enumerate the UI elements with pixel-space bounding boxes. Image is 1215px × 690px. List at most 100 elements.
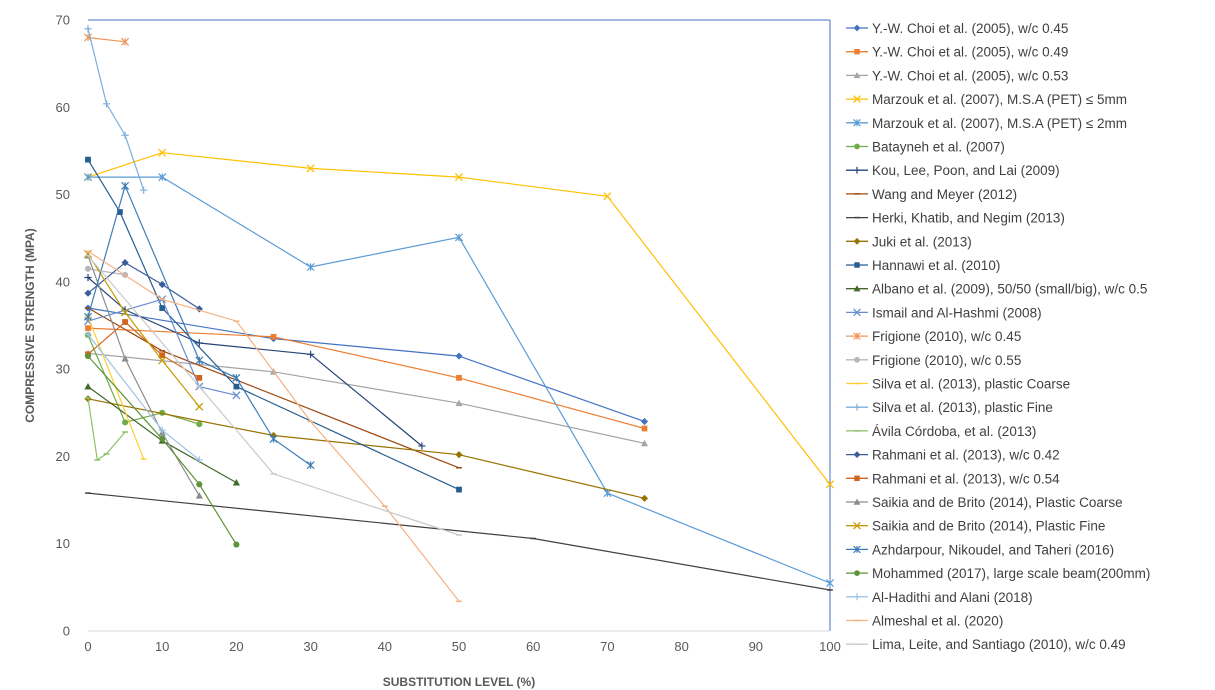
series-line-10: [87, 398, 645, 499]
data-point: [158, 356, 167, 365]
x-tick-label: 30: [303, 639, 317, 654]
legend-item: Marzouk et al. (2007), M.S.A (PET) ≤ 2mm: [846, 116, 1127, 131]
series-23: [83, 181, 315, 470]
data-point: [306, 461, 315, 470]
data-point: [121, 37, 130, 46]
data-point: [84, 352, 92, 360]
data-point: [641, 425, 648, 432]
series-8: [85, 307, 462, 469]
legend-label: Rahmani et al. (2013), w/c 0.54: [872, 471, 1060, 486]
legend-item: Rahmani et al. (2013), w/c 0.42: [846, 448, 1060, 463]
data-point: [140, 186, 148, 194]
legend-label: Kou, Lee, Poon, and Lai (2009): [872, 163, 1060, 178]
data-point: [195, 402, 204, 411]
y-tick-label: 30: [56, 362, 70, 377]
series-24: [84, 352, 240, 548]
x-tick-label: 100: [819, 639, 841, 654]
data-point: [122, 319, 128, 325]
legend: Y.-W. Choi et al. (2005), w/c 0.45 Y.-W. …: [846, 21, 1150, 652]
series-line-24: [87, 355, 237, 545]
series-line-8: [87, 307, 460, 469]
data-point: [232, 373, 241, 382]
data-point: [121, 259, 129, 267]
data-point: [455, 352, 463, 360]
legend-label: Ismail and Al-Hashmi (2008): [872, 305, 1042, 320]
data-point: [454, 173, 464, 182]
data-point: [196, 481, 203, 488]
legend-label: Frigione (2010), w/c 0.45: [872, 329, 1021, 344]
data-point: [456, 486, 462, 493]
legend-item: Saikia and de Brito (2014), Plastic Fine: [846, 519, 1105, 534]
series-line-20: [87, 321, 200, 379]
data-point: [825, 578, 835, 588]
legend-label: Hannawi et al. (2010): [872, 258, 1000, 273]
data-point: [158, 148, 167, 157]
data-point: [418, 442, 426, 450]
series-18: [85, 397, 128, 461]
legend-marker: [854, 143, 860, 150]
y-tick-label: 70: [56, 13, 70, 28]
series-line-13: [87, 298, 237, 396]
legend-marker: [854, 48, 860, 55]
legend-marker: [853, 166, 861, 174]
data-point: [158, 173, 167, 182]
x-tick-label: 90: [749, 639, 763, 654]
series-15: [84, 265, 129, 278]
legend-label: Marzouk et al. (2007), M.S.A (PET) ≤ 5mm: [872, 92, 1127, 107]
y-tick-label: 10: [56, 536, 70, 551]
data-point: [158, 426, 166, 434]
data-point: [196, 374, 203, 381]
legend-item: Rahmani et al. (2013), w/c 0.54: [846, 471, 1060, 486]
data-point: [233, 383, 240, 390]
x-tick-label: 20: [229, 639, 243, 654]
series-line-27: [87, 255, 460, 536]
legend-marker: [853, 285, 861, 292]
data-point: [85, 156, 91, 163]
legend-marker: [853, 545, 861, 554]
legend-marker: [853, 95, 861, 103]
legend-marker: [853, 72, 861, 79]
series-line-14: [87, 36, 126, 43]
legend-item: Frigione (2010), w/c 0.55: [846, 353, 1021, 368]
legend-item: Kou, Lee, Poon, and Lai (2009): [846, 163, 1060, 178]
legend-label: Mohammed (2017), large scale beam(200mm): [872, 566, 1150, 581]
legend-marker: [853, 308, 861, 317]
series-line-22: [87, 253, 200, 408]
series-line-9: [87, 492, 831, 591]
series-6: [84, 332, 203, 428]
legend-label: Saikia and de Brito (2014), Plastic Fine: [872, 519, 1105, 534]
legend-marker: [853, 237, 861, 245]
legend-marker: [853, 593, 861, 601]
series-2: [85, 325, 648, 432]
legend-label: Ávila Córdoba, et al. (2013): [872, 424, 1036, 439]
data-point: [117, 209, 123, 215]
y-tick-label: 40: [56, 274, 70, 289]
legend-item: Juki et al. (2013): [846, 234, 972, 249]
data-point: [307, 350, 315, 358]
series-line-5: [88, 176, 831, 584]
legend-label: Almeshal et al. (2020): [872, 614, 1003, 629]
data-point: [84, 289, 92, 297]
legend-item: Saikia and de Brito (2014), Plastic Coar…: [846, 495, 1123, 510]
y-tick-label: 60: [56, 100, 70, 115]
legend-label: Marzouk et al. (2007), M.S.A (PET) ≤ 2mm: [872, 116, 1127, 131]
data-point: [306, 164, 315, 173]
y-axis-ticks: 0 10 20 30 40 50 60 70: [56, 13, 70, 639]
legend-label: Rahmani et al. (2013), w/c 0.42: [872, 448, 1060, 463]
legend-item: Silva et al. (2013), plastic Fine: [846, 400, 1053, 415]
data-point: [195, 339, 203, 347]
data-point: [232, 391, 241, 400]
legend-marker: [854, 475, 860, 482]
series-line-26: [87, 250, 460, 602]
legend-label: Wang and Meyer (2012): [872, 187, 1017, 202]
legend-item: Ismail and Al-Hashmi (2008): [846, 305, 1042, 320]
data-point: [603, 192, 612, 201]
legend-item: Y.-W. Choi et al. (2005), w/c 0.53: [846, 68, 1068, 83]
series-line-4: [87, 152, 831, 485]
series-7: [84, 273, 426, 450]
legend-item: Almeshal et al. (2020): [846, 614, 1003, 629]
series-5: [83, 173, 835, 588]
data-point: [454, 233, 464, 242]
data-point: [455, 399, 463, 407]
